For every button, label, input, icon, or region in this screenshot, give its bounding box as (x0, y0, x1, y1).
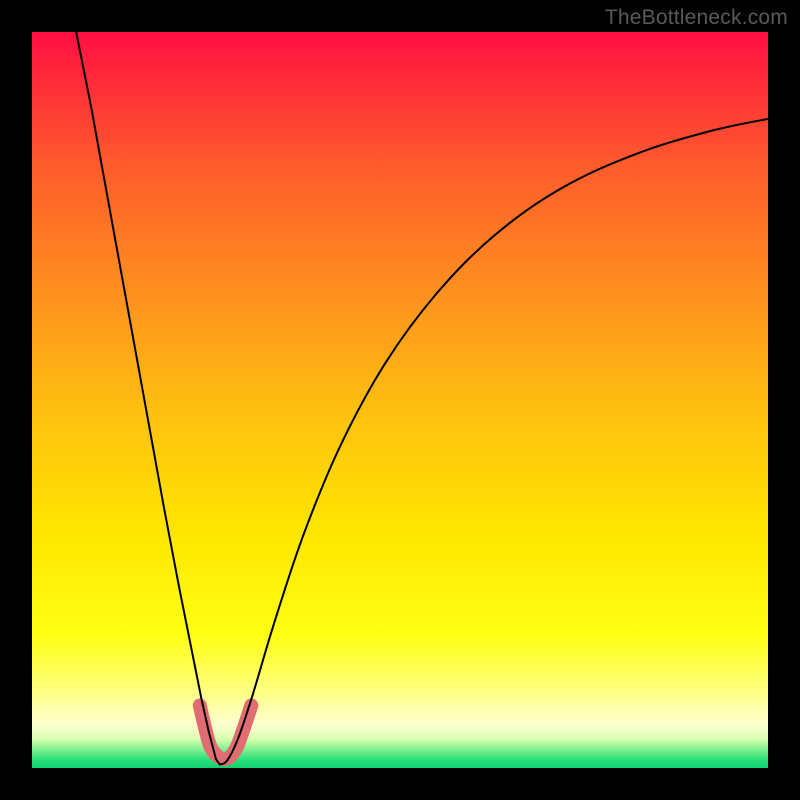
bottleneck-chart (32, 32, 768, 768)
watermark: TheBottleneck.com (605, 6, 788, 30)
gradient-background (32, 32, 768, 768)
